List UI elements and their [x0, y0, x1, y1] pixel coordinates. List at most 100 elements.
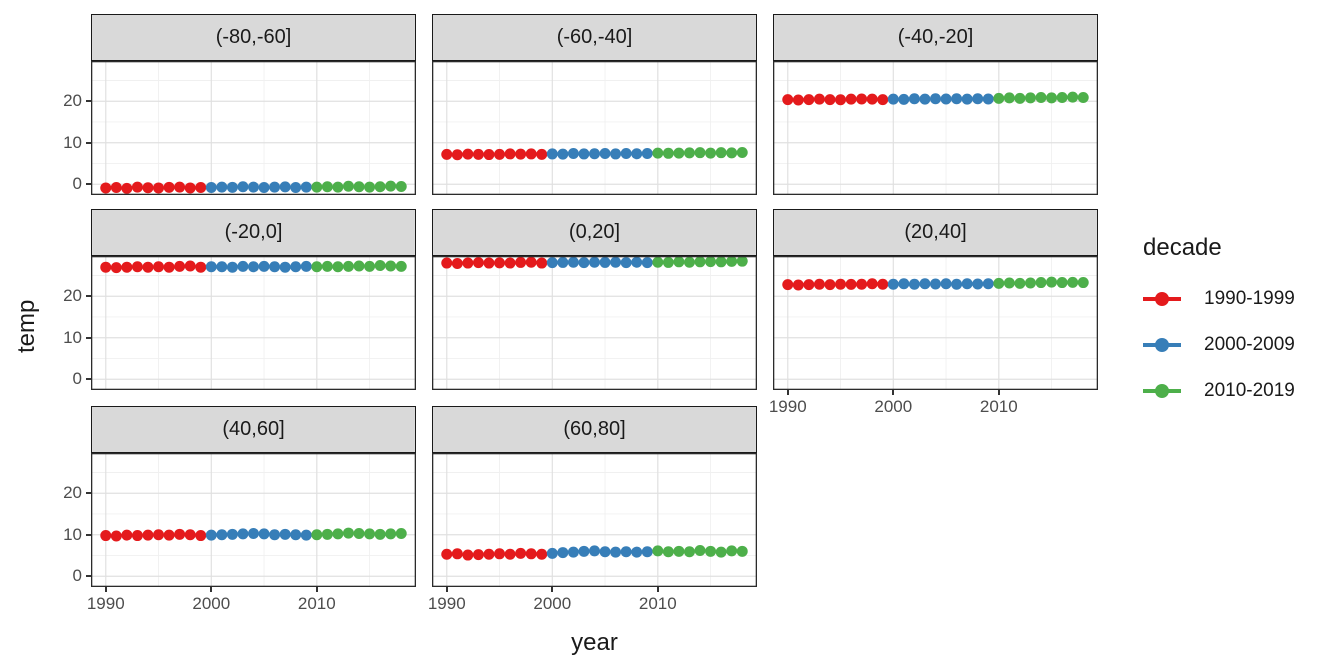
- facet-strip-label: (0,20]: [568, 221, 621, 243]
- x-axis-title: year: [571, 629, 618, 656]
- facet-strip: (-80,-60]: [91, 14, 416, 61]
- data-point: [792, 94, 804, 106]
- facet-panel: [773, 61, 1098, 195]
- data-point: [311, 181, 323, 193]
- data-point: [845, 278, 857, 290]
- data-point: [940, 278, 952, 290]
- data-point: [919, 93, 931, 105]
- data-point: [620, 148, 632, 160]
- y-tick-mark: [86, 533, 91, 536]
- data-point: [494, 548, 506, 560]
- y-tick-mark: [86, 378, 91, 381]
- data-point: [803, 94, 815, 106]
- data-point: [683, 546, 695, 558]
- data-point: [546, 257, 558, 269]
- y-tick-label: 0: [72, 566, 82, 586]
- data-point: [504, 148, 516, 160]
- data-point: [451, 548, 463, 560]
- facet-strip: (0,20]: [432, 209, 757, 256]
- data-point: [110, 530, 122, 542]
- legend-key-glyph: [1143, 384, 1181, 398]
- data-point: [142, 261, 154, 273]
- data-point: [972, 93, 984, 105]
- data-point: [599, 256, 611, 268]
- data-point: [451, 257, 463, 269]
- data-point: [174, 181, 186, 193]
- data-point: [557, 256, 569, 268]
- data-point: [824, 94, 836, 106]
- data-point: [1077, 277, 1089, 289]
- x-tick-mark: [210, 587, 213, 592]
- data-point: [662, 256, 674, 268]
- data-point: [557, 547, 569, 559]
- data-point: [982, 278, 994, 290]
- data-point: [898, 278, 910, 290]
- y-tick-label: 10: [63, 524, 82, 544]
- data-point: [385, 528, 397, 540]
- y-tick-mark: [86, 141, 91, 144]
- data-point: [395, 180, 407, 192]
- legend: decade 1990-1999 2000-2009 2010-2019: [1143, 234, 1343, 414]
- data-point: [483, 257, 495, 269]
- data-point: [536, 148, 548, 160]
- y-tick-label: 10: [63, 132, 82, 152]
- data-point: [726, 147, 738, 159]
- data-point: [1035, 92, 1047, 104]
- data-point: [715, 546, 727, 558]
- data-point: [662, 546, 674, 558]
- data-point: [472, 257, 484, 269]
- data-point: [110, 182, 122, 194]
- data-point: [100, 182, 112, 194]
- x-tick-label: 1990: [427, 594, 466, 613]
- facet-panel: [773, 256, 1098, 390]
- data-point: [441, 148, 453, 160]
- data-point: [705, 256, 717, 268]
- data-point: [610, 256, 622, 268]
- data-point: [736, 545, 748, 557]
- data-point: [1067, 91, 1079, 103]
- data-point: [1014, 277, 1026, 289]
- data-point: [1024, 277, 1036, 289]
- data-point: [919, 278, 931, 290]
- data-point: [736, 256, 748, 267]
- data-point: [248, 261, 259, 273]
- x-tick-mark: [551, 587, 554, 592]
- data-point: [121, 529, 133, 541]
- data-point: [515, 148, 527, 160]
- data-point: [248, 181, 259, 193]
- data-point: [1056, 277, 1068, 289]
- x-tick-label: 2000: [192, 594, 231, 613]
- data-point: [578, 545, 590, 557]
- x-tick-mark: [892, 390, 895, 395]
- data-point: [813, 278, 825, 290]
- data-point: [395, 527, 407, 539]
- x-tick-label: 2000: [874, 397, 913, 416]
- data-point: [163, 261, 175, 273]
- data-point: [300, 181, 312, 193]
- data-point: [694, 544, 706, 556]
- data-point: [1067, 276, 1079, 288]
- y-tick-mark: [86, 336, 91, 339]
- data-point: [451, 149, 463, 161]
- data-point: [641, 257, 653, 269]
- data-point: [1003, 92, 1015, 104]
- data-point: [100, 261, 112, 273]
- data-point: [631, 256, 643, 268]
- data-point: [856, 278, 868, 290]
- y-tick-label: 20: [63, 483, 82, 503]
- data-point: [332, 261, 344, 273]
- facet-strip-label: (60,80]: [563, 418, 626, 440]
- data-point: [353, 527, 365, 539]
- facet-panel: [91, 453, 416, 587]
- data-point: [100, 530, 112, 542]
- panel-border: [91, 453, 416, 587]
- data-point: [364, 260, 376, 272]
- data-point: [121, 182, 133, 194]
- data-point: [908, 93, 920, 105]
- data-point: [599, 148, 611, 160]
- facet-strip: (40,60]: [91, 406, 416, 453]
- data-point: [374, 181, 386, 193]
- facet-panel: [91, 61, 416, 195]
- data-point: [226, 181, 238, 193]
